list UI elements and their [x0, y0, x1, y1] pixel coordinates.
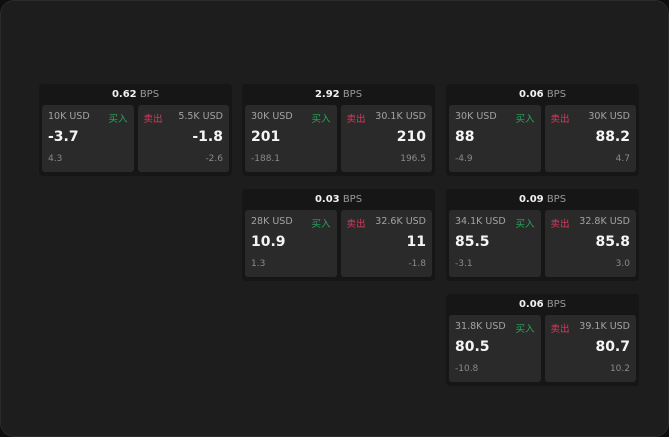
- spread-unit: BPS: [342, 89, 363, 100]
- ask-amount: 32.8K USD: [579, 216, 630, 227]
- bid-amount: 28K USD: [251, 216, 293, 227]
- spread-value: 0.62: [111, 89, 137, 100]
- spread-value: 0.03: [314, 194, 340, 205]
- sell-label: 卖出: [346, 114, 366, 125]
- spread-value: 2.92: [314, 89, 340, 100]
- ask-amount: 32.6K USD: [375, 216, 426, 227]
- bid-amount: 30K USD: [251, 111, 293, 122]
- ask-amount: 30K USD: [588, 111, 630, 122]
- buy-quote-button[interactable]: 10K USD 买入 -3.7 4.3: [42, 105, 134, 172]
- buy-label: 买入: [311, 219, 331, 230]
- spread-header: 0.06 BPS: [446, 294, 639, 315]
- spread-unit: BPS: [139, 89, 160, 100]
- ask-change: 4.7: [615, 154, 630, 164]
- ask-amount: 5.5K USD: [178, 111, 223, 122]
- buy-label: 买入: [515, 219, 535, 230]
- buy-label: 买入: [515, 114, 535, 125]
- buy-label: 买入: [311, 114, 331, 125]
- bid-price: 85.5: [455, 234, 490, 250]
- sell-label: 卖出: [346, 219, 366, 230]
- spread-header: 0.62 BPS: [39, 84, 232, 105]
- sell-label: 卖出: [143, 114, 163, 125]
- sell-label: 卖出: [550, 324, 570, 335]
- ask-price: 80.7: [595, 339, 630, 355]
- ask-price: 11: [406, 234, 426, 250]
- buy-quote-button[interactable]: 28K USD 买入 10.9 1.3: [245, 210, 337, 277]
- spread-unit: BPS: [546, 299, 567, 310]
- spread-value: 0.09: [518, 194, 544, 205]
- buy-quote-button[interactable]: 30K USD 买入 201 -188.1: [245, 105, 337, 172]
- ask-price: 85.8: [595, 234, 630, 250]
- sell-label: 卖出: [550, 114, 570, 125]
- ask-price: 210: [396, 129, 426, 145]
- ask-change: -2.6: [205, 154, 223, 164]
- spread-unit: BPS: [342, 194, 363, 205]
- buy-label: 买入: [515, 324, 535, 335]
- bid-price: -3.7: [48, 129, 79, 145]
- buy-quote-button[interactable]: 31.8K USD 买入 80.5 -10.8: [449, 315, 541, 382]
- ask-price: -1.8: [192, 129, 223, 145]
- ask-change: 10.2: [609, 364, 630, 374]
- sell-quote-button[interactable]: 卖出 39.1K USD 80.7 10.2: [544, 315, 636, 382]
- ask-change: -1.8: [408, 259, 426, 269]
- bid-price: 88: [455, 129, 475, 145]
- sell-quote-button[interactable]: 卖出 30.1K USD 210 196.5: [340, 105, 432, 172]
- spread-value: 0.06: [518, 89, 544, 100]
- spread-unit: BPS: [546, 194, 567, 205]
- ask-change: 3.0: [615, 259, 630, 269]
- spread-header: 2.92 BPS: [242, 84, 435, 105]
- bid-change: -3.1: [455, 259, 473, 269]
- spread-header: 0.09 BPS: [446, 189, 639, 210]
- spread-header: 0.06 BPS: [446, 84, 639, 105]
- ask-price: 88.2: [595, 129, 630, 145]
- price-card: 2.92 BPS 30K USD 买入 201 -188.1 卖出 30.1K …: [242, 84, 435, 176]
- bid-change: -188.1: [251, 154, 281, 164]
- ask-amount: 39.1K USD: [579, 321, 630, 332]
- price-card: 0.62 BPS 10K USD 买入 -3.7 4.3 卖出 5.5K USD…: [39, 84, 232, 176]
- bid-amount: 30K USD: [455, 111, 497, 122]
- bid-change: -4.9: [455, 154, 473, 164]
- buy-label: 买入: [108, 114, 128, 125]
- price-card: 0.03 BPS 28K USD 买入 10.9 1.3 卖出 32.6K US…: [242, 189, 435, 281]
- bid-price: 201: [251, 129, 281, 145]
- sell-quote-button[interactable]: 卖出 32.8K USD 85.8 3.0: [544, 210, 636, 277]
- bid-change: -10.8: [455, 364, 479, 374]
- bid-amount: 31.8K USD: [455, 321, 506, 332]
- buy-quote-button[interactable]: 34.1K USD 买入 85.5 -3.1: [449, 210, 541, 277]
- price-card: 0.09 BPS 34.1K USD 买入 85.5 -3.1 卖出 32.8K…: [446, 189, 639, 281]
- spread-header: 0.03 BPS: [242, 189, 435, 210]
- sell-quote-button[interactable]: 卖出 5.5K USD -1.8 -2.6: [137, 105, 229, 172]
- buy-quote-button[interactable]: 30K USD 买入 88 -4.9: [449, 105, 541, 172]
- price-card: 0.06 BPS 31.8K USD 买入 80.5 -10.8 卖出 39.1…: [446, 294, 639, 386]
- bid-amount: 10K USD: [48, 111, 90, 122]
- sell-label: 卖出: [550, 219, 570, 230]
- price-card: 0.06 BPS 30K USD 买入 88 -4.9 卖出 30K USD 8…: [446, 84, 639, 176]
- bid-price: 80.5: [455, 339, 490, 355]
- spread-value: 0.06: [518, 299, 544, 310]
- spread-unit: BPS: [546, 89, 567, 100]
- bid-change: 1.3: [251, 259, 266, 269]
- bid-price: 10.9: [251, 234, 286, 250]
- bid-amount: 34.1K USD: [455, 216, 506, 227]
- sell-quote-button[interactable]: 卖出 30K USD 88.2 4.7: [544, 105, 636, 172]
- sell-quote-button[interactable]: 卖出 32.6K USD 11 -1.8: [340, 210, 432, 277]
- bid-change: 4.3: [48, 154, 63, 164]
- ask-change: 196.5: [400, 154, 426, 164]
- ask-amount: 30.1K USD: [375, 111, 426, 122]
